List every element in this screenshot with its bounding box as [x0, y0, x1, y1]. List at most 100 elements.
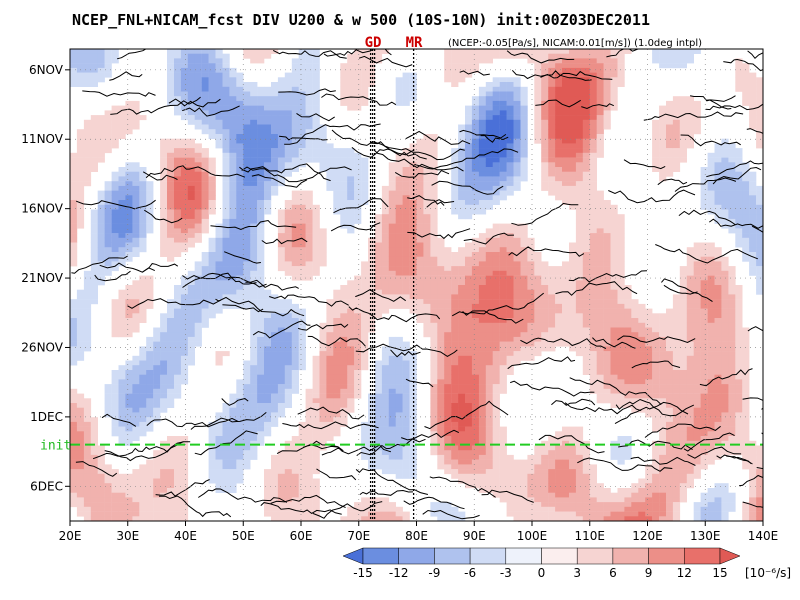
field-cell — [485, 138, 493, 144]
field-cell — [146, 388, 154, 394]
field-cell — [471, 421, 480, 427]
field-cell — [402, 346, 410, 352]
field-cell — [575, 516, 584, 521]
field-cell — [180, 218, 189, 224]
field-cell — [423, 223, 431, 229]
field-cell — [485, 318, 493, 323]
field-cell — [215, 299, 223, 305]
field-cell — [257, 285, 265, 290]
field-cell — [132, 176, 140, 182]
field-cell — [430, 195, 438, 201]
field-cell — [125, 237, 133, 243]
field-cell — [257, 289, 265, 295]
field-cell — [180, 63, 189, 69]
field-cell — [319, 398, 327, 404]
field-cell — [132, 223, 140, 229]
field-cell — [368, 412, 376, 418]
field-cell — [236, 426, 244, 432]
field-cell — [194, 285, 202, 290]
field-cell — [471, 176, 480, 182]
field-cell — [423, 270, 431, 276]
field-cell — [284, 303, 292, 309]
field-cell — [305, 143, 313, 149]
field-cell — [160, 351, 168, 357]
field-cell — [70, 195, 78, 201]
field-cell — [347, 77, 355, 83]
field-cell — [70, 497, 78, 503]
field-cell — [347, 190, 355, 196]
field-cell — [465, 299, 473, 305]
field-cell — [83, 308, 92, 314]
field-cell — [569, 445, 577, 451]
field-cell — [575, 67, 584, 73]
field-cell — [70, 445, 78, 451]
field-cell — [174, 233, 182, 239]
field-cell — [305, 237, 313, 243]
field-cell — [527, 313, 535, 319]
field-cell — [513, 119, 521, 125]
field-cell — [90, 483, 98, 489]
field-cell — [180, 280, 189, 286]
field-cell — [187, 346, 195, 352]
field-cell — [264, 96, 272, 102]
field-cell — [229, 483, 237, 489]
field-cell — [298, 195, 306, 201]
field-cell — [83, 148, 92, 154]
field-cell — [305, 403, 313, 408]
field-cell — [298, 332, 306, 338]
field-cell — [548, 143, 556, 149]
field-cell — [305, 134, 313, 139]
field-cell — [277, 157, 286, 163]
field-cell — [582, 294, 590, 300]
field-cell — [215, 421, 223, 427]
field-cell — [264, 181, 272, 187]
field-cell — [562, 303, 570, 309]
field-cell — [298, 115, 306, 121]
field-cell — [541, 346, 549, 352]
field-cell — [368, 421, 376, 427]
field-cell — [402, 454, 410, 460]
field-cell — [70, 412, 78, 418]
field-cell — [333, 351, 341, 357]
field-cell — [409, 72, 417, 78]
field-cell — [111, 143, 119, 149]
field-cell — [153, 483, 161, 489]
field-cell — [264, 365, 272, 371]
field-cell — [416, 228, 424, 234]
field-cell — [458, 247, 466, 253]
field-cell — [139, 483, 147, 489]
field-cell — [555, 181, 563, 187]
field-cell — [478, 91, 487, 97]
field-cell — [236, 200, 244, 205]
field-cell — [180, 275, 189, 281]
field-cell — [132, 502, 140, 508]
field-cell — [236, 252, 244, 257]
field-cell — [187, 49, 195, 54]
field-cell — [361, 436, 369, 441]
field-cell — [201, 204, 209, 210]
field-cell — [243, 403, 251, 408]
field-cell — [368, 516, 376, 521]
field-cell — [70, 58, 78, 64]
field-cell — [582, 209, 590, 215]
field-cell — [125, 167, 133, 172]
field-cell — [298, 346, 306, 352]
field-cell — [562, 426, 570, 432]
field-cell — [458, 370, 466, 375]
field-cell — [215, 459, 223, 465]
field-cell — [201, 67, 209, 73]
field-cell — [471, 440, 480, 446]
field-cell — [208, 162, 216, 168]
field-cell — [118, 289, 126, 295]
field-cell — [271, 398, 279, 404]
field-cell — [485, 440, 493, 446]
field-cell — [160, 502, 168, 508]
field-cell — [319, 417, 327, 423]
field-cell — [458, 346, 466, 352]
field-cell — [465, 313, 473, 319]
field-cell — [520, 285, 528, 290]
field-cell — [229, 214, 237, 220]
field-cell — [492, 417, 500, 423]
field-cell — [506, 82, 514, 87]
field-cell — [485, 365, 493, 371]
